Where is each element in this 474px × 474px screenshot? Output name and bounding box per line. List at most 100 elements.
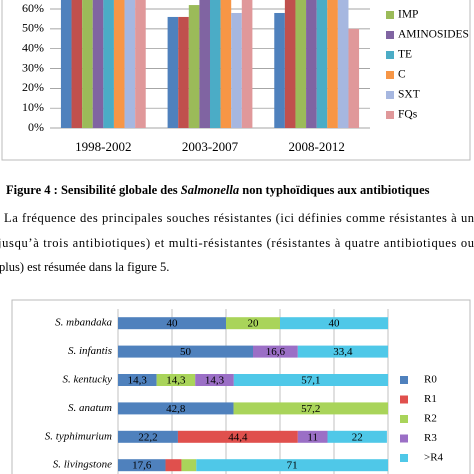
bar-segment bbox=[181, 459, 197, 472]
data-label: 50 bbox=[180, 346, 192, 358]
y-tick-label: S. mbandaka bbox=[55, 317, 112, 329]
data-label: 44,4 bbox=[228, 431, 248, 443]
bar-segment bbox=[280, 317, 388, 330]
bar bbox=[284, 0, 296, 128]
data-label: 40 bbox=[167, 318, 179, 330]
legend-swatch bbox=[386, 31, 394, 39]
y-tick-label: S. typhimurium bbox=[45, 430, 112, 442]
paragraph-line: jusqu’à trois antibiotiques) et multi-ré… bbox=[0, 236, 474, 250]
bar bbox=[188, 5, 200, 128]
legend-label: R1 bbox=[424, 393, 437, 405]
legend-label: R3 bbox=[424, 432, 437, 444]
y-tick-label: S. kentucky bbox=[63, 374, 113, 386]
data-label: 22 bbox=[352, 431, 363, 443]
legend-label: >R4 bbox=[424, 452, 444, 464]
paragraph-line: La fréquence des principales souches rés… bbox=[4, 211, 474, 225]
data-label: 17,6 bbox=[132, 460, 152, 472]
bar bbox=[135, 0, 146, 128]
legend-swatch bbox=[386, 11, 394, 19]
legend-swatch bbox=[386, 51, 394, 59]
bar-segment bbox=[233, 374, 388, 386]
bar-segment bbox=[195, 374, 234, 386]
bar-segment bbox=[196, 459, 388, 472]
paragraph-line: plus) est résumée dans la figure 5. bbox=[0, 260, 169, 274]
bar-segment bbox=[226, 317, 280, 330]
bar-segment bbox=[253, 345, 298, 358]
bar bbox=[337, 0, 349, 128]
bar bbox=[167, 16, 179, 129]
legend-swatch bbox=[400, 395, 408, 404]
bar bbox=[92, 0, 104, 128]
y-tick-label: S. livingstone bbox=[53, 459, 112, 471]
chart-frame bbox=[1, 0, 471, 161]
y-tick-label: 20% bbox=[22, 80, 44, 94]
legend-swatch bbox=[386, 71, 394, 79]
chart-frame bbox=[11, 299, 471, 474]
y-tick-label: 0% bbox=[28, 120, 44, 134]
legend-label: R0 bbox=[424, 374, 437, 386]
data-label: 57,1 bbox=[301, 375, 320, 387]
bar-segment bbox=[297, 345, 388, 358]
bar bbox=[199, 0, 210, 128]
legend-label: TE bbox=[398, 49, 412, 61]
legend-swatch bbox=[400, 376, 408, 384]
y-tick-label: 10% bbox=[22, 100, 44, 114]
data-label: 71 bbox=[287, 460, 298, 472]
bar-segment bbox=[327, 430, 387, 443]
bar bbox=[178, 16, 189, 129]
bar-segment bbox=[118, 317, 226, 330]
legend-swatch bbox=[400, 454, 408, 462]
bar bbox=[113, 0, 125, 128]
bar bbox=[316, 0, 328, 128]
bar-segment bbox=[118, 345, 253, 358]
bar bbox=[231, 12, 242, 128]
x-tick-label: 2003-2007 bbox=[182, 139, 239, 154]
data-label: 16,6 bbox=[266, 346, 286, 358]
bar bbox=[103, 0, 114, 128]
legend-label: IMP bbox=[398, 9, 418, 21]
y-tick-label: 40% bbox=[22, 40, 44, 54]
bar bbox=[71, 0, 83, 128]
bar bbox=[210, 0, 221, 128]
data-label: 22,2 bbox=[138, 431, 157, 443]
x-tick-label: 2008-2012 bbox=[288, 139, 344, 154]
bar-segment bbox=[118, 430, 178, 443]
bar bbox=[348, 28, 360, 129]
bar bbox=[327, 0, 338, 128]
data-label: 20 bbox=[248, 318, 260, 330]
bar-segment bbox=[297, 430, 328, 443]
caption-part: Salmonella bbox=[181, 183, 239, 197]
data-label: 14,3 bbox=[128, 375, 148, 387]
legend-label: FQs bbox=[398, 109, 418, 121]
legend-swatch bbox=[386, 111, 394, 119]
data-label: 14,3 bbox=[166, 375, 186, 387]
bar-segment bbox=[165, 459, 182, 472]
caption-part: non typhoïdiques aux antibiotiques bbox=[239, 183, 429, 197]
data-label: 42,8 bbox=[166, 403, 186, 415]
caption: Figure 4 : Sensibilité globale des Salmo… bbox=[6, 183, 430, 197]
data-label: 11 bbox=[307, 431, 318, 443]
data-label: 40 bbox=[329, 318, 341, 330]
bar-segment bbox=[118, 459, 166, 472]
bar bbox=[274, 12, 285, 128]
bar-segment bbox=[156, 374, 196, 386]
legend-label: AMINOSIDES bbox=[398, 29, 469, 41]
y-tick-label: 60% bbox=[22, 1, 44, 15]
legend-label: R2 bbox=[424, 413, 437, 425]
y-tick-label: 30% bbox=[22, 60, 44, 74]
legend-swatch bbox=[400, 434, 408, 443]
caption-part: Figure 4 : Sensibilité globale des bbox=[6, 183, 181, 197]
bar bbox=[306, 0, 317, 128]
bar-segment bbox=[233, 402, 388, 415]
bar-segment bbox=[177, 430, 298, 443]
data-label: 14,3 bbox=[205, 375, 225, 387]
y-tick-label: S. infantis bbox=[68, 345, 112, 357]
legend-label: SXT bbox=[398, 89, 420, 101]
y-tick-label: 50% bbox=[22, 21, 44, 35]
data-label: 57,2 bbox=[301, 403, 320, 415]
bar-segment bbox=[118, 402, 234, 415]
bar bbox=[295, 0, 307, 128]
legend-swatch bbox=[400, 415, 408, 423]
data-label: 33,4 bbox=[333, 346, 353, 358]
